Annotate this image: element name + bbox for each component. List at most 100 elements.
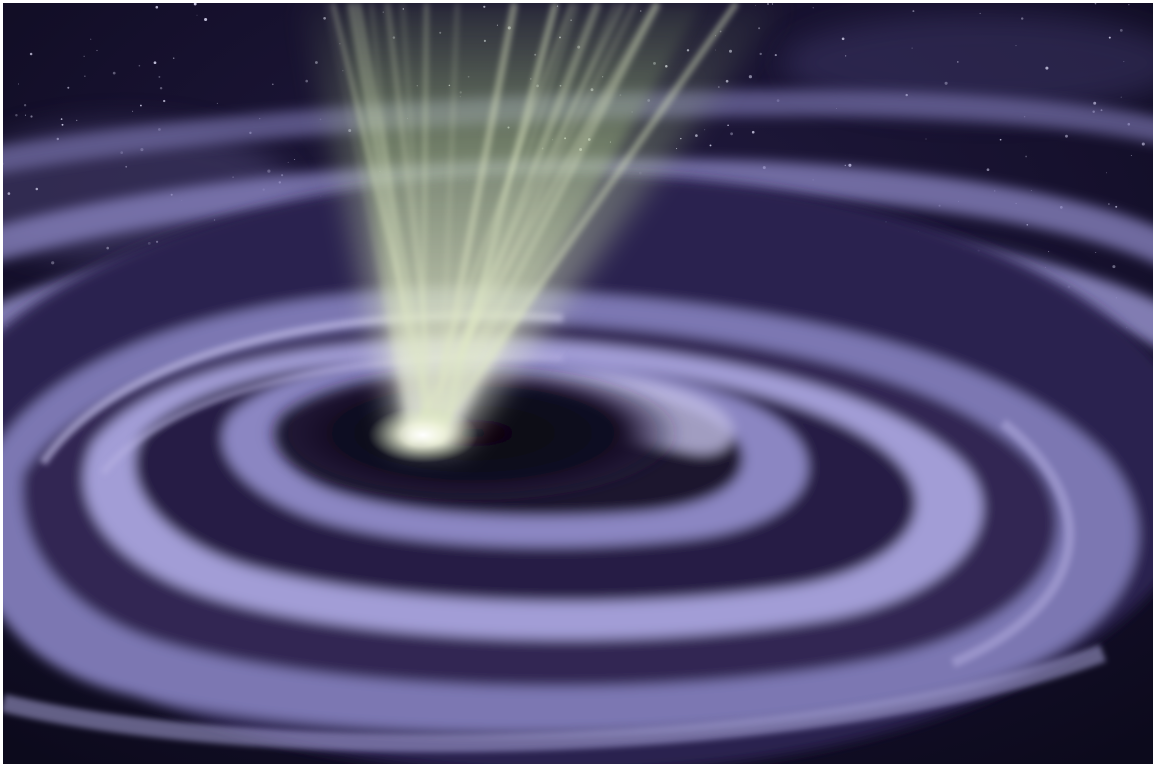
star — [999, 138, 1002, 141]
jet-ray — [347, 3, 433, 444]
star — [51, 261, 55, 265]
star — [956, 61, 959, 63]
star — [695, 134, 698, 137]
spiral-vortex-illustration — [3, 3, 1153, 764]
jet-ray — [324, 3, 416, 444]
jet-ray — [438, 3, 459, 444]
illustration-frame — [3, 3, 1153, 764]
star — [704, 129, 706, 131]
star — [15, 114, 18, 117]
star — [725, 79, 729, 83]
star — [845, 55, 847, 57]
star — [159, 86, 163, 90]
star — [986, 168, 990, 172]
star — [305, 79, 308, 83]
star — [294, 158, 296, 161]
star — [76, 119, 78, 122]
star — [1094, 3, 1097, 5]
jet-ray — [437, 3, 559, 444]
star — [17, 83, 20, 85]
star — [172, 57, 175, 59]
star — [84, 75, 86, 77]
jet-ray — [424, 3, 737, 445]
star — [96, 49, 98, 52]
jet-ray — [420, 3, 429, 444]
star — [1130, 155, 1132, 156]
star — [216, 102, 218, 104]
star — [844, 164, 846, 167]
jet-beam — [303, 3, 783, 463]
star — [23, 104, 27, 107]
star — [193, 3, 197, 6]
star — [83, 55, 85, 57]
star — [153, 61, 157, 65]
star — [730, 132, 734, 136]
star — [204, 17, 208, 22]
star — [24, 114, 27, 116]
star — [139, 104, 142, 107]
star — [1025, 155, 1027, 158]
star — [67, 86, 70, 89]
star — [925, 138, 927, 140]
star — [1128, 4, 1130, 6]
star — [848, 163, 852, 167]
jet-ray — [385, 3, 441, 444]
star — [709, 144, 712, 147]
jet-ray — [409, 3, 625, 444]
jet-rays — [324, 3, 740, 445]
star — [271, 83, 274, 86]
star — [61, 123, 64, 126]
star — [1048, 251, 1050, 253]
star — [1030, 190, 1032, 192]
star — [911, 47, 913, 49]
star — [60, 118, 63, 120]
star — [841, 37, 845, 41]
star — [163, 99, 166, 103]
star — [748, 75, 752, 79]
star — [1108, 203, 1110, 205]
star — [1093, 101, 1097, 105]
star — [1108, 36, 1111, 39]
star — [7, 192, 11, 195]
star — [29, 52, 33, 56]
star — [759, 52, 762, 56]
star — [287, 161, 289, 163]
star — [1123, 61, 1125, 63]
star — [727, 124, 729, 127]
star — [267, 169, 271, 173]
star — [138, 64, 141, 67]
jet-ray — [411, 3, 639, 445]
star — [35, 187, 39, 191]
star — [1045, 66, 1049, 70]
jet-ray — [411, 3, 574, 444]
star — [155, 5, 159, 9]
star — [158, 75, 161, 78]
star — [1095, 251, 1097, 254]
star — [232, 176, 234, 178]
jet-ray — [435, 3, 618, 444]
jet-base-glow — [368, 407, 478, 463]
star — [196, 14, 198, 16]
star — [125, 165, 128, 168]
jet-ray — [400, 3, 433, 444]
star — [1112, 265, 1116, 269]
star — [1065, 134, 1068, 138]
star — [1115, 205, 1118, 208]
star — [1141, 142, 1145, 146]
star — [112, 71, 116, 75]
star — [979, 12, 981, 14]
star — [1015, 45, 1017, 47]
star — [30, 115, 33, 118]
star — [1120, 96, 1122, 98]
star — [751, 130, 755, 134]
star — [812, 7, 814, 9]
star — [1119, 29, 1123, 32]
star — [944, 81, 948, 85]
star — [90, 38, 92, 40]
jet-ray — [429, 3, 579, 444]
star — [106, 246, 109, 250]
star — [912, 10, 915, 13]
jet-ray — [432, 3, 659, 444]
star — [1021, 17, 1024, 20]
jet-ray — [330, 3, 439, 444]
